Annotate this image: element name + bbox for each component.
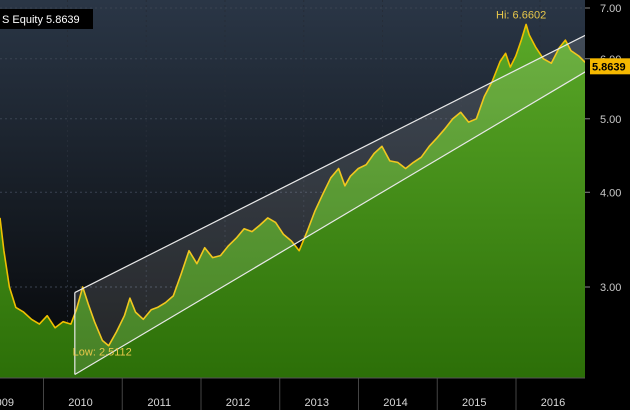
x-tick-label: 2011 — [147, 397, 171, 409]
y-tick-label: 5.00 — [600, 114, 621, 126]
legend-text: S Equity 5.8639 — [2, 14, 80, 26]
legend: S Equity 5.8639 — [0, 9, 93, 29]
x-tick-label: 2009 — [0, 397, 14, 409]
trend-channel — [74, 34, 585, 376]
channel-fill — [74, 35, 585, 375]
series-area — [0, 24, 585, 378]
x-tick-label: 2012 — [226, 397, 250, 409]
x-tick-label: 2016 — [541, 397, 565, 409]
x-axis-panel — [0, 378, 630, 410]
x-tick-label: 2010 — [68, 397, 92, 409]
x-axis: 2009 2010 2011 2012 2013 2014 2015 2016 — [0, 377, 585, 410]
annotations: Hi: 6.6602 Low: 2.5112 — [73, 9, 547, 358]
y-tick-label: 7.00 — [600, 3, 621, 15]
channel-upper-line — [74, 34, 585, 294]
low-annotation: Low: 2.5112 — [73, 347, 132, 359]
series-line — [0, 23, 585, 347]
channel-lower-line — [74, 71, 585, 376]
x-tick-label: 2014 — [383, 397, 407, 409]
last-value-badge — [590, 58, 630, 75]
last-value-marker: 5.8639 — [590, 58, 630, 75]
area-layer — [0, 23, 585, 378]
hi-annotation: Hi: 6.6602 — [496, 9, 546, 21]
y-tick-label: 3.00 — [600, 282, 621, 294]
x-tick-label: 2015 — [462, 397, 486, 409]
last-value-label: 5.8639 — [592, 61, 626, 73]
y-tick-label: 4.00 — [600, 187, 621, 199]
x-tick-label: 2013 — [305, 397, 329, 409]
legend-box — [0, 9, 93, 29]
